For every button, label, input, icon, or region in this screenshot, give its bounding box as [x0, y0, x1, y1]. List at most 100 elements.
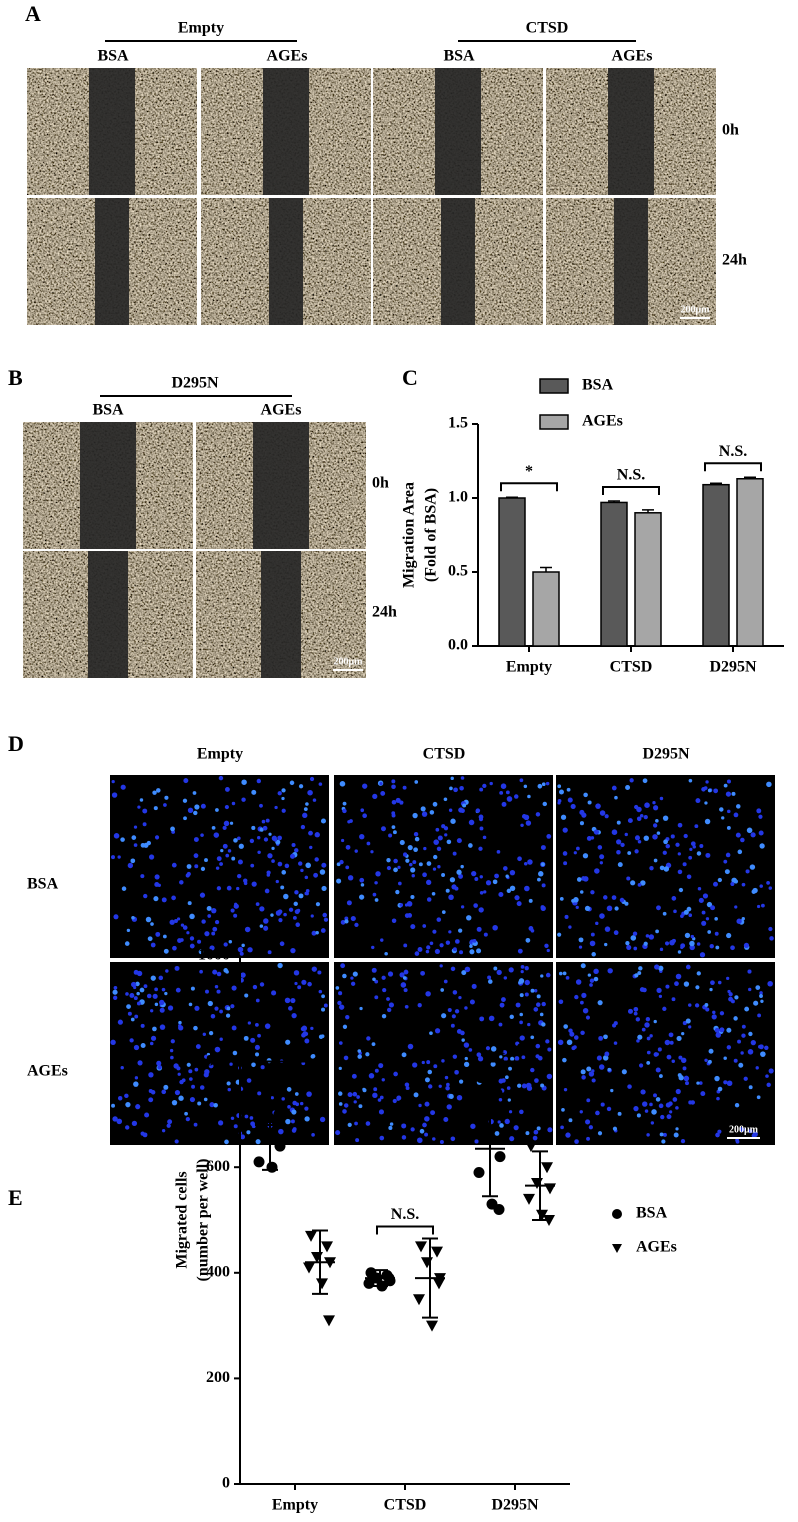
nucleus: [294, 1092, 299, 1096]
nucleus: [715, 945, 720, 950]
nucleus: [374, 898, 379, 902]
nucleus: [767, 980, 773, 987]
nucleus: [464, 1056, 468, 1061]
nucleus: [275, 879, 279, 884]
nucleus: [506, 1086, 511, 1090]
nucleus: [152, 1026, 157, 1032]
nucleus: [401, 1123, 407, 1129]
nucleus: [422, 924, 427, 928]
nucleus: [450, 966, 456, 972]
nucleus: [704, 801, 708, 805]
nucleus: [131, 915, 135, 920]
nucleus: [436, 917, 442, 922]
nucleus: [448, 808, 453, 812]
nucleus: [503, 866, 508, 871]
y-tick-label: 0: [222, 1475, 230, 1492]
nucleus: [501, 801, 507, 807]
nucleus: [690, 934, 695, 939]
scratch-gap: [261, 551, 301, 678]
nucleus: [456, 1095, 463, 1101]
nucleus: [474, 1139, 479, 1144]
nucleus: [685, 1018, 691, 1024]
nucleus: [471, 983, 477, 989]
nucleus: [726, 1080, 733, 1087]
nucleus: [113, 914, 119, 920]
nucleus: [150, 1009, 154, 1013]
nucleus: [669, 1040, 674, 1045]
nucleus: [756, 808, 762, 814]
nucleus: [230, 908, 235, 913]
nucleus: [599, 810, 606, 816]
nucleus: [147, 936, 153, 942]
nucleus: [158, 975, 164, 981]
nucleus: [642, 987, 647, 993]
nucleus: [509, 1014, 514, 1020]
nucleus: [220, 848, 224, 853]
nucleus: [170, 1039, 175, 1044]
nucleus: [397, 881, 402, 886]
nucleus: [707, 788, 712, 793]
nucleus: [414, 836, 420, 842]
nucleus: [479, 787, 484, 792]
nucleus: [474, 877, 479, 881]
error-bar: [540, 566, 552, 572]
nucleus: [281, 808, 286, 813]
nucleus: [479, 826, 484, 831]
nucleus: [471, 871, 477, 877]
panel-label: D: [8, 731, 24, 756]
nucleus: [178, 1020, 182, 1025]
nucleus: [652, 834, 658, 840]
nucleus: [179, 1079, 184, 1085]
nucleus: [277, 835, 282, 841]
nucleus: [575, 846, 580, 851]
nucleus: [731, 877, 737, 884]
nucleus: [283, 893, 289, 900]
nucleus: [460, 905, 465, 909]
nucleus: [716, 1096, 720, 1101]
nucleus: [193, 853, 199, 859]
condition-label: AGEs: [612, 48, 653, 65]
nucleus: [695, 985, 700, 990]
nucleus: [425, 991, 431, 997]
nucleus: [721, 816, 725, 820]
nucleus: [423, 846, 427, 851]
nucleus: [521, 1055, 526, 1060]
nucleus: [508, 1110, 513, 1114]
nucleus: [231, 985, 237, 991]
nucleus: [388, 1002, 395, 1008]
nucleus: [642, 778, 648, 784]
nucleus: [509, 885, 516, 891]
nucleus: [714, 1075, 720, 1082]
nucleus: [395, 889, 400, 895]
nucleus: [454, 1070, 459, 1075]
group-header: Empty: [178, 20, 224, 37]
nucleus: [116, 1118, 123, 1125]
data-point: [421, 1257, 433, 1269]
nucleus: [309, 776, 315, 782]
nucleus: [136, 1001, 141, 1006]
nucleus: [748, 1129, 753, 1134]
nucleus: [719, 807, 724, 812]
error-bar: [608, 500, 620, 503]
nucleus: [302, 1031, 307, 1036]
nucleus: [669, 939, 675, 946]
nucleus: [120, 837, 125, 842]
nucleus: [427, 1069, 433, 1075]
nucleus: [589, 978, 595, 983]
nucleus: [560, 814, 567, 820]
nucleus: [304, 875, 309, 880]
nucleus: [707, 1059, 712, 1064]
nucleus: [350, 981, 356, 986]
x-tick-label: Empty: [506, 659, 552, 676]
nucleus: [673, 909, 677, 914]
nucleus: [315, 931, 319, 935]
nucleus: [758, 814, 763, 819]
nucleus: [148, 1072, 154, 1078]
nucleus: [251, 825, 256, 831]
nucleus: [710, 980, 715, 986]
nucleus: [604, 1051, 610, 1057]
nucleus: [532, 1135, 538, 1141]
nucleus: [733, 1058, 738, 1063]
nucleus: [713, 881, 718, 887]
nucleus: [318, 782, 323, 786]
